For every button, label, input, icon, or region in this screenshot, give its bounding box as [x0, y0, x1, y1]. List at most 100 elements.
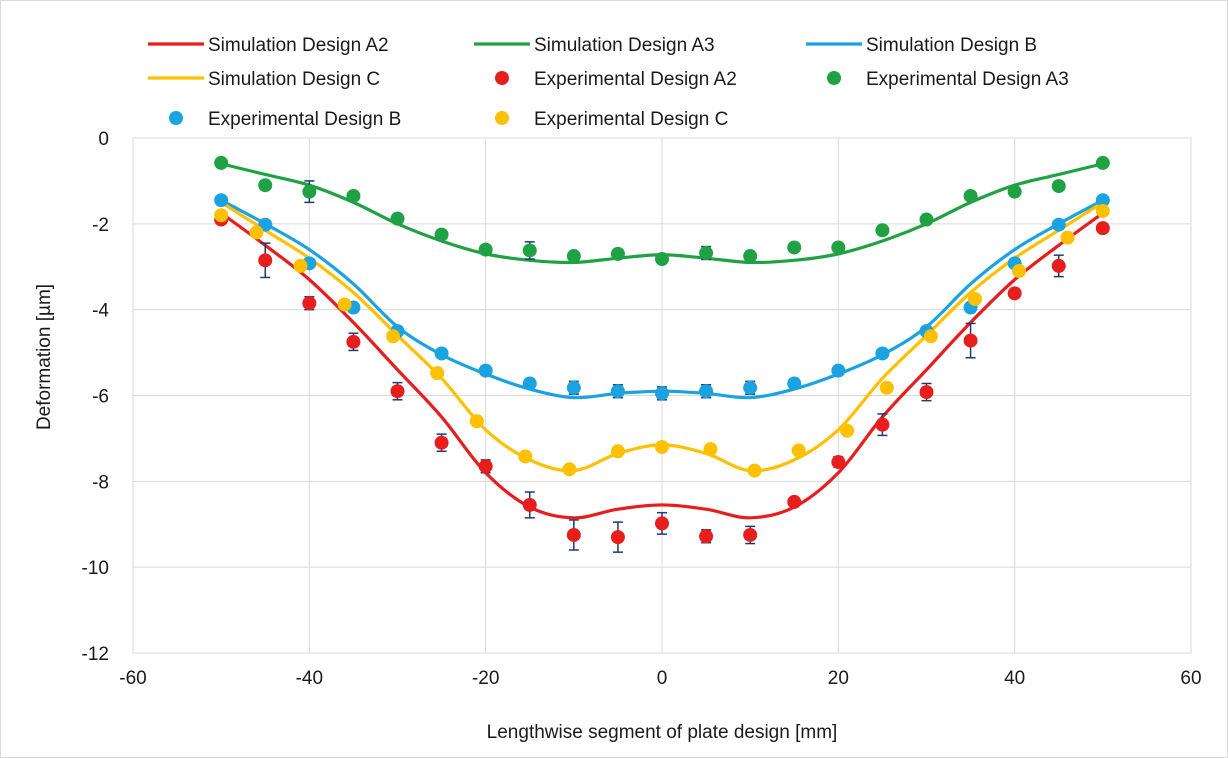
data-point: [919, 212, 934, 227]
data-point: [1095, 203, 1110, 218]
data-point: [522, 497, 537, 512]
data-point: [1095, 193, 1110, 208]
data-point: [346, 334, 361, 349]
data-point: [1007, 184, 1022, 199]
data-point: [566, 527, 581, 542]
data-point: [1060, 230, 1075, 245]
x-tick-label: -60: [119, 668, 146, 689]
data-point: [699, 246, 714, 261]
data-point: [478, 363, 493, 378]
y-axis-title: Deformation [µm]: [34, 284, 55, 430]
series-line-simulation-design-a2: [220, 211, 1104, 520]
legend-label: Simulation Design A2: [208, 35, 389, 56]
y-tick-label: -4: [92, 301, 109, 322]
legend-marker-swatch: [495, 111, 509, 125]
data-point: [1012, 264, 1027, 279]
data-point: [302, 184, 317, 199]
data-point: [963, 333, 978, 348]
legend-item-experimental-design-b: Experimental Design B: [169, 109, 401, 130]
data-point: [430, 366, 445, 381]
legend-item-simulation-design-a3: Simulation Design A3: [474, 35, 715, 56]
data-point: [386, 329, 401, 344]
data-point: [469, 414, 484, 429]
data-point: [831, 455, 846, 470]
y-tick-label: -12: [82, 644, 109, 665]
x-tick-label: -40: [296, 668, 323, 689]
legend-item-simulation-design-a2: Simulation Design A2: [148, 35, 389, 56]
data-point: [967, 291, 982, 306]
data-point: [610, 530, 625, 545]
data-point: [302, 296, 317, 311]
x-tick-label: 20: [828, 668, 849, 689]
series: [214, 155, 1110, 553]
data-point: [562, 462, 577, 477]
data-point: [699, 529, 714, 544]
data-point: [923, 329, 938, 344]
data-point: [478, 242, 493, 257]
data-point: [1051, 258, 1066, 273]
y-tick-label: 0: [98, 129, 109, 150]
legend-item-simulation-design-b: Simulation Design B: [806, 35, 1037, 56]
legend-label: Experimental Design C: [534, 109, 728, 130]
data-point: [1095, 221, 1110, 236]
x-tick-label: 0: [657, 668, 668, 689]
data-point: [478, 459, 493, 474]
legend: Simulation Design A2 Simulation Design A3…: [148, 35, 1069, 130]
data-point: [610, 246, 625, 261]
data-point: [919, 385, 934, 400]
legend-item-experimental-design-a2: Experimental Design A2: [495, 69, 737, 90]
data-point: [875, 223, 890, 238]
legend-label: Simulation Design B: [866, 35, 1037, 56]
data-point: [875, 417, 890, 432]
data-point: [655, 252, 669, 267]
grid-lines: [132, 137, 1192, 654]
data-point: [522, 243, 537, 258]
data-point: [1051, 217, 1066, 232]
data-point: [875, 346, 890, 361]
data-point: [831, 240, 846, 255]
data-point: [743, 380, 758, 395]
series-points-experimental-design-c: [214, 203, 1110, 478]
data-point: [346, 188, 361, 203]
data-point: [787, 376, 802, 391]
data-point: [743, 527, 758, 542]
legend-label: Experimental Design A2: [534, 69, 737, 90]
series-points-experimental-design-a3: [214, 155, 1110, 267]
data-point: [214, 193, 229, 208]
legend-label: Experimental Design A3: [866, 69, 1069, 90]
data-point: [566, 249, 581, 264]
data-point: [747, 463, 762, 478]
data-point: [434, 435, 449, 450]
data-point: [610, 384, 625, 399]
y-tick-label: -6: [92, 387, 109, 408]
data-point: [390, 211, 405, 226]
data-point: [879, 380, 894, 395]
x-tick-label: 60: [1180, 668, 1201, 689]
data-point: [293, 258, 308, 273]
data-point: [655, 440, 669, 454]
data-point: [1007, 286, 1022, 301]
legend-label: Simulation Design A3: [534, 35, 715, 56]
data-point: [655, 386, 669, 401]
data-point: [258, 178, 273, 193]
data-point: [434, 346, 449, 361]
data-point: [791, 443, 806, 458]
data-point: [390, 384, 405, 399]
data-point: [655, 516, 669, 531]
x-tick-label: 40: [1004, 668, 1025, 689]
y-tick-label: -2: [92, 215, 109, 236]
data-point: [566, 380, 581, 395]
data-point: [703, 442, 718, 457]
data-point: [831, 363, 846, 378]
series-points-experimental-design-a2: [214, 212, 1110, 553]
data-point: [840, 423, 855, 438]
x-tick-label: -20: [472, 668, 499, 689]
data-point: [518, 449, 533, 464]
legend-label: Simulation Design C: [208, 69, 380, 90]
data-point: [963, 188, 978, 203]
data-point: [610, 444, 625, 459]
legend-marker-swatch: [495, 71, 509, 85]
